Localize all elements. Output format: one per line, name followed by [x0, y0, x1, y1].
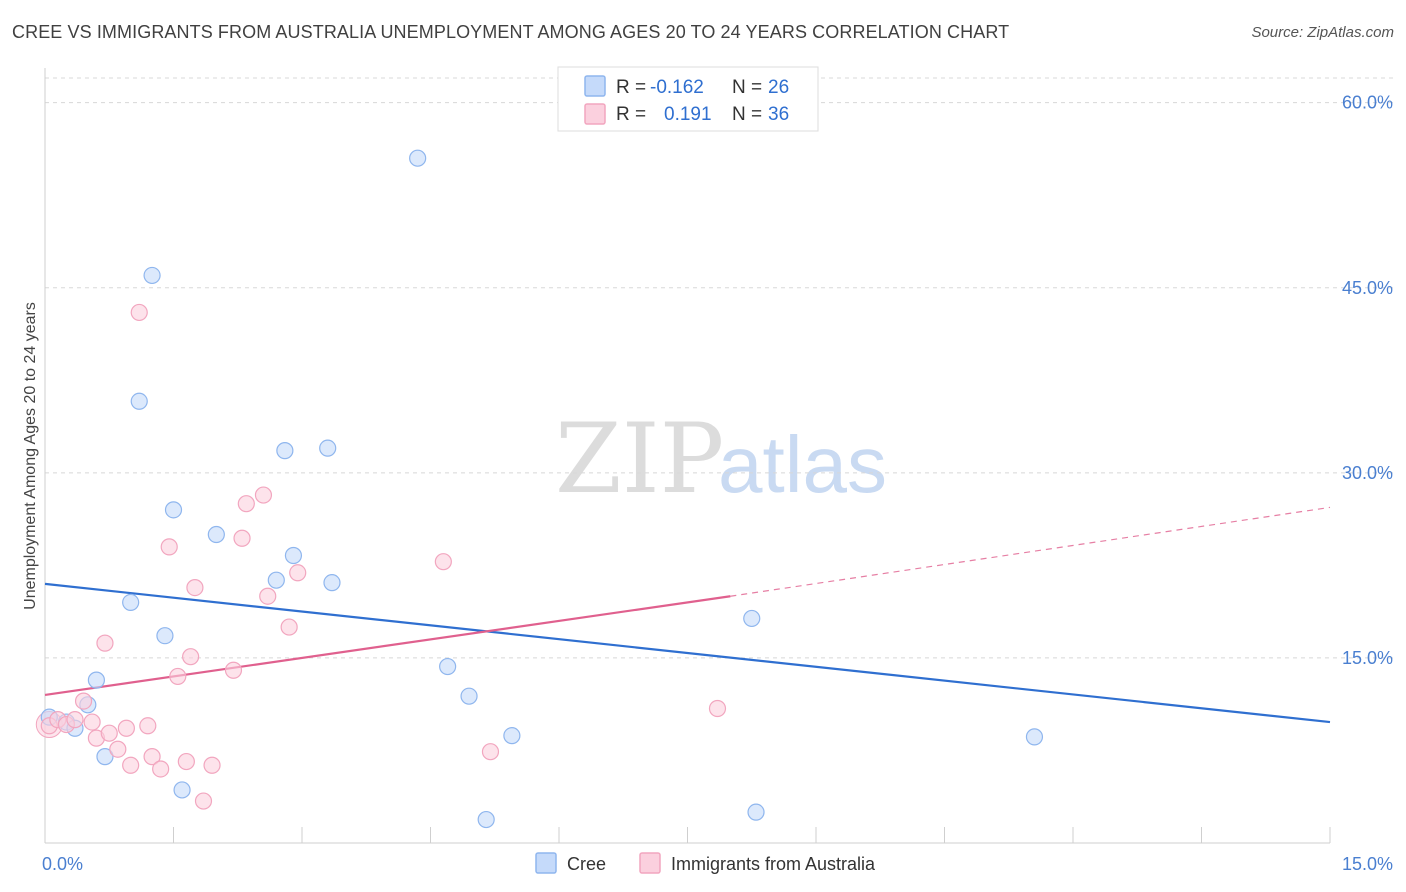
point-cree [122, 593, 140, 611]
legend-bottom-swatch-cree [535, 852, 557, 874]
point-australia [143, 748, 161, 766]
legend-n-label-cree: N = [732, 77, 762, 98]
axes [44, 68, 1331, 844]
tick-labels: 15.0% 30.0% 45.0% 60.0% 0.0% 15.0% [42, 93, 1393, 874]
point-cree [130, 392, 148, 410]
point-australia [233, 529, 251, 547]
point-australia [139, 717, 157, 735]
point-australia [74, 692, 93, 710]
point-australia [182, 648, 200, 666]
x-tick-label-max: 15.0% [1342, 854, 1393, 874]
point-australia [224, 661, 243, 679]
point-cree [460, 687, 478, 705]
source-label: Source: ZipAtlas.com [1251, 24, 1394, 41]
y-tick-label: 15.0% [1342, 648, 1393, 668]
point-australia [100, 724, 118, 742]
point-cree [207, 525, 225, 544]
point-australia [280, 618, 298, 636]
legend-bottom: Cree Immigrants from Australia [535, 852, 876, 874]
point-australia [203, 756, 221, 774]
point-cree [503, 727, 521, 745]
trend-lines [44, 506, 1331, 724]
legend-bottom-label-cree: Cree [567, 854, 606, 874]
point-cree [747, 803, 765, 821]
point-cree [156, 627, 174, 645]
legend-bottom-label-australia: Immigrants from Australia [671, 854, 876, 874]
point-australia [130, 303, 148, 322]
point-cree [164, 501, 183, 519]
point-australia [83, 713, 101, 731]
point-cree [87, 671, 106, 689]
chart-title: CREE VS IMMIGRANTS FROM AUSTRALIA UNEMPL… [12, 22, 1010, 42]
legend-r-label-cree: R = [616, 77, 646, 98]
watermark-zip: ZIP [555, 403, 724, 515]
point-australia [152, 760, 170, 778]
legend-swatch-cree [584, 75, 606, 97]
point-australia [117, 719, 135, 737]
point-cree [439, 657, 457, 676]
point-australia [122, 756, 140, 774]
legend-n-label-australia: N = [732, 104, 762, 125]
y-axis-label: Unemployment Among Ages 20 to 24 years [22, 302, 39, 610]
y-tick-label: 30.0% [1342, 463, 1393, 483]
x-tick-label-min: 0.0% [42, 854, 83, 874]
legend-bottom-swatch-australia [639, 852, 661, 874]
legend-r-label-australia: R = [616, 104, 646, 125]
legend-r-value-australia: 0.191 [664, 104, 712, 125]
point-australia [194, 792, 213, 810]
point-australia [177, 752, 195, 771]
point-australia [186, 578, 204, 597]
point-cree [409, 149, 427, 167]
point-cree [1025, 728, 1044, 746]
trend-line-cree [44, 582, 1331, 724]
point-australia [237, 495, 255, 513]
legend-top: R = -0.162 N = 26 R = 0.191 N = 36 [557, 66, 819, 132]
gridlines [45, 77, 1395, 659]
point-australia [259, 587, 277, 605]
data-points [35, 149, 1044, 829]
legend-r-value-cree: -0.162 [650, 77, 704, 98]
point-cree [743, 609, 761, 628]
watermark-atlas: atlas [718, 420, 887, 509]
point-australia [254, 486, 273, 504]
legend-n-value-australia: 36 [768, 104, 789, 125]
point-cree [477, 810, 495, 829]
point-cree [96, 748, 114, 766]
point-australia [289, 564, 307, 582]
point-australia [96, 634, 114, 652]
point-cree [276, 442, 294, 460]
point-australia [66, 711, 84, 729]
point-cree [323, 574, 341, 592]
point-australia [434, 553, 452, 571]
point-cree [267, 571, 285, 589]
point-australia [481, 743, 500, 761]
trend-line-australia [44, 595, 731, 697]
legend-n-value-cree: 26 [768, 77, 789, 98]
point-australia [169, 667, 187, 686]
y-tick-label: 45.0% [1342, 278, 1393, 298]
point-cree [173, 781, 191, 799]
point-cree [143, 266, 161, 285]
point-cree [319, 439, 337, 457]
point-australia [708, 699, 727, 718]
point-australia [160, 538, 178, 556]
legend-swatch-australia [584, 103, 606, 125]
y-tick-label: 60.0% [1342, 93, 1393, 113]
trend-line-extension-australia [730, 506, 1331, 597]
point-cree [284, 546, 303, 565]
point-australia [109, 740, 127, 758]
